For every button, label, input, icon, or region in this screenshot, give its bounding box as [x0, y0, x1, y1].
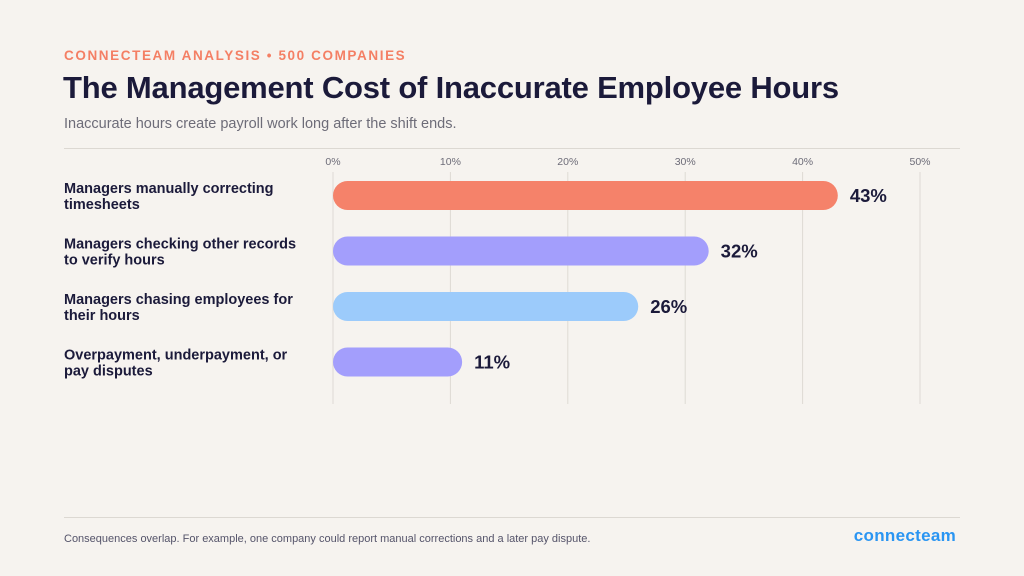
category-label-line: timesheets [64, 197, 140, 213]
x-tick-label: 30% [675, 156, 696, 168]
x-tick-label: 0% [325, 156, 340, 168]
bar [333, 181, 838, 210]
x-tick-label: 10% [440, 156, 461, 168]
footnote: Consequences overlap. For example, one c… [64, 533, 591, 545]
category-label-line: their hours [64, 308, 140, 324]
gridlines [332, 172, 921, 404]
category-label: Managers chasing employees for their hour… [64, 292, 293, 324]
category-labels: Managers manually correcting timesheetsMa… [64, 181, 296, 380]
value-labels: 43% 32% 26% 11% [474, 185, 887, 373]
bar [333, 236, 709, 266]
category-label: Managers manually correcting timesheets [64, 181, 274, 213]
header-divider [64, 148, 960, 149]
bar [333, 292, 639, 321]
category-label-line: to verify hours [64, 253, 165, 269]
brand-logo: connecteam [854, 526, 956, 546]
kicker-label: CONNECTEAM ANALYSIS • 500 COMPANIES [64, 48, 407, 63]
category-label-line: Managers checking other records [64, 237, 296, 253]
bar-chart: 0% 10% 20% 30% 40% 50% Managers manually corr… [64, 156, 931, 404]
bar-value-label: 43% [850, 185, 887, 206]
x-tick-label: 50% [909, 156, 930, 168]
bars [333, 181, 838, 377]
category-label-line: Overpayment, underpayment, or [64, 348, 288, 364]
page-title: The Management Cost of Inaccurate Employ… [63, 70, 839, 105]
bar-value-label: 11% [474, 352, 510, 373]
bar-value-label: 32% [721, 241, 758, 262]
category-label: Managers checking other records to verify… [64, 237, 296, 269]
axis-tick-labels: 0% 10% 20% 30% 40% 50% [325, 156, 930, 168]
category-label-line: Managers manually correcting [64, 181, 274, 197]
logo-wordmark: connecteam [853, 526, 956, 545]
category-label-line: Managers chasing employees for [64, 292, 293, 308]
bar-value-label: 26% [650, 296, 687, 317]
x-tick-label: 40% [792, 156, 813, 168]
category-label: Overpayment, underpayment, or pay dispute… [64, 348, 288, 380]
bar [333, 347, 463, 377]
x-tick-label: 20% [557, 156, 578, 168]
page-subtitle: Inaccurate hours create payroll work lon… [64, 116, 457, 132]
footer-divider [64, 517, 960, 518]
category-label-line: pay disputes [64, 364, 153, 380]
